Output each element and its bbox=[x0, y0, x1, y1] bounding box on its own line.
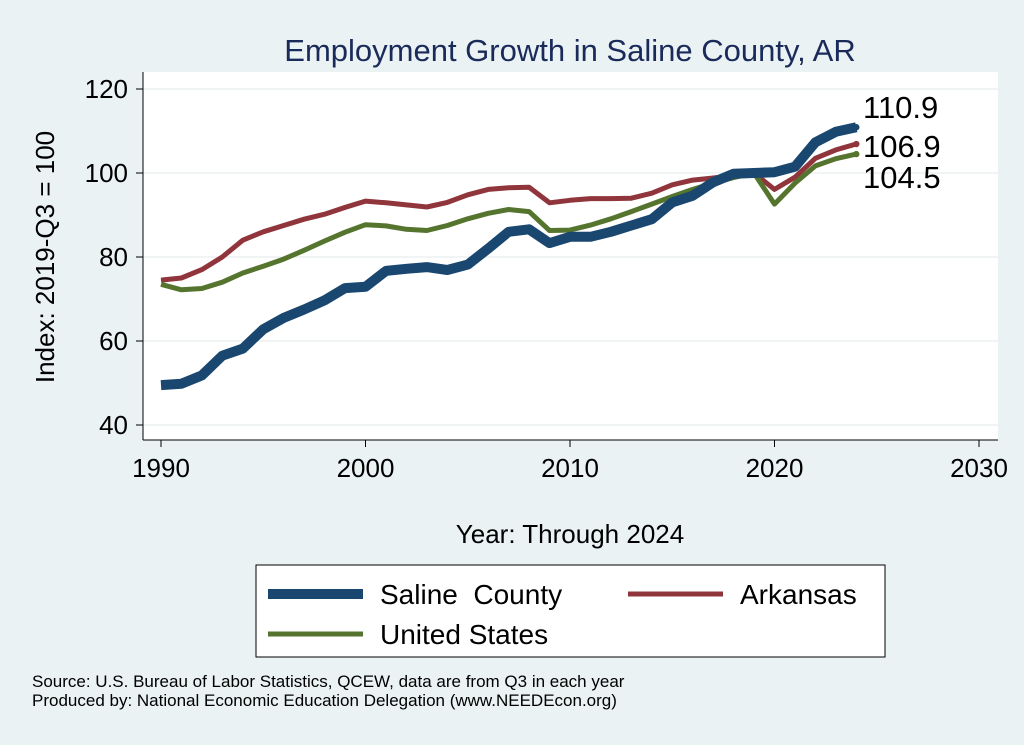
y-tick-label: 80 bbox=[99, 242, 128, 272]
x-axis-label: Year: Through 2024 bbox=[456, 519, 684, 549]
x-tick-label: 1990 bbox=[132, 453, 190, 483]
legend-box bbox=[255, 564, 886, 658]
legend-label: Arkansas bbox=[740, 579, 857, 610]
chart-title: Employment Growth in Saline County, AR bbox=[284, 33, 855, 68]
y-axis-label: Index: 2019-Q3 = 100 bbox=[30, 131, 60, 383]
legend: Saline County Arkansas United States bbox=[255, 564, 886, 658]
x-tick-label: 2030 bbox=[950, 453, 1008, 483]
y-tick-label: 40 bbox=[99, 410, 128, 440]
producer-note: Produced by: National Economic Education… bbox=[32, 691, 617, 710]
x-tick-label: 2010 bbox=[541, 453, 599, 483]
footer: Source: U.S. Bureau of Labor Statistics,… bbox=[32, 672, 624, 710]
end-label: 106.9 bbox=[863, 129, 941, 164]
source-note: Source: U.S. Bureau of Labor Statistics,… bbox=[32, 672, 625, 691]
axes: 40 60 80 100 120 1990 2000 2010 2020 2030 bbox=[85, 72, 1008, 483]
y-tick-label: 100 bbox=[85, 158, 128, 188]
x-tick-label: 2020 bbox=[746, 453, 804, 483]
plot-area bbox=[143, 72, 998, 440]
series-end-point bbox=[853, 140, 860, 148]
y-tick-label: 60 bbox=[99, 326, 128, 356]
end-label: 104.5 bbox=[863, 160, 941, 195]
end-label: 110.9 bbox=[863, 90, 938, 125]
series-lines bbox=[160, 122, 860, 391]
series-line-saline-county bbox=[160, 122, 858, 391]
y-tick-label: 120 bbox=[85, 74, 128, 104]
legend-label: United States bbox=[380, 619, 548, 650]
x-tick-label: 2000 bbox=[337, 453, 395, 483]
series-end-point bbox=[853, 150, 860, 158]
series-end-point bbox=[853, 124, 860, 131]
legend-label: Saline County bbox=[380, 579, 562, 610]
